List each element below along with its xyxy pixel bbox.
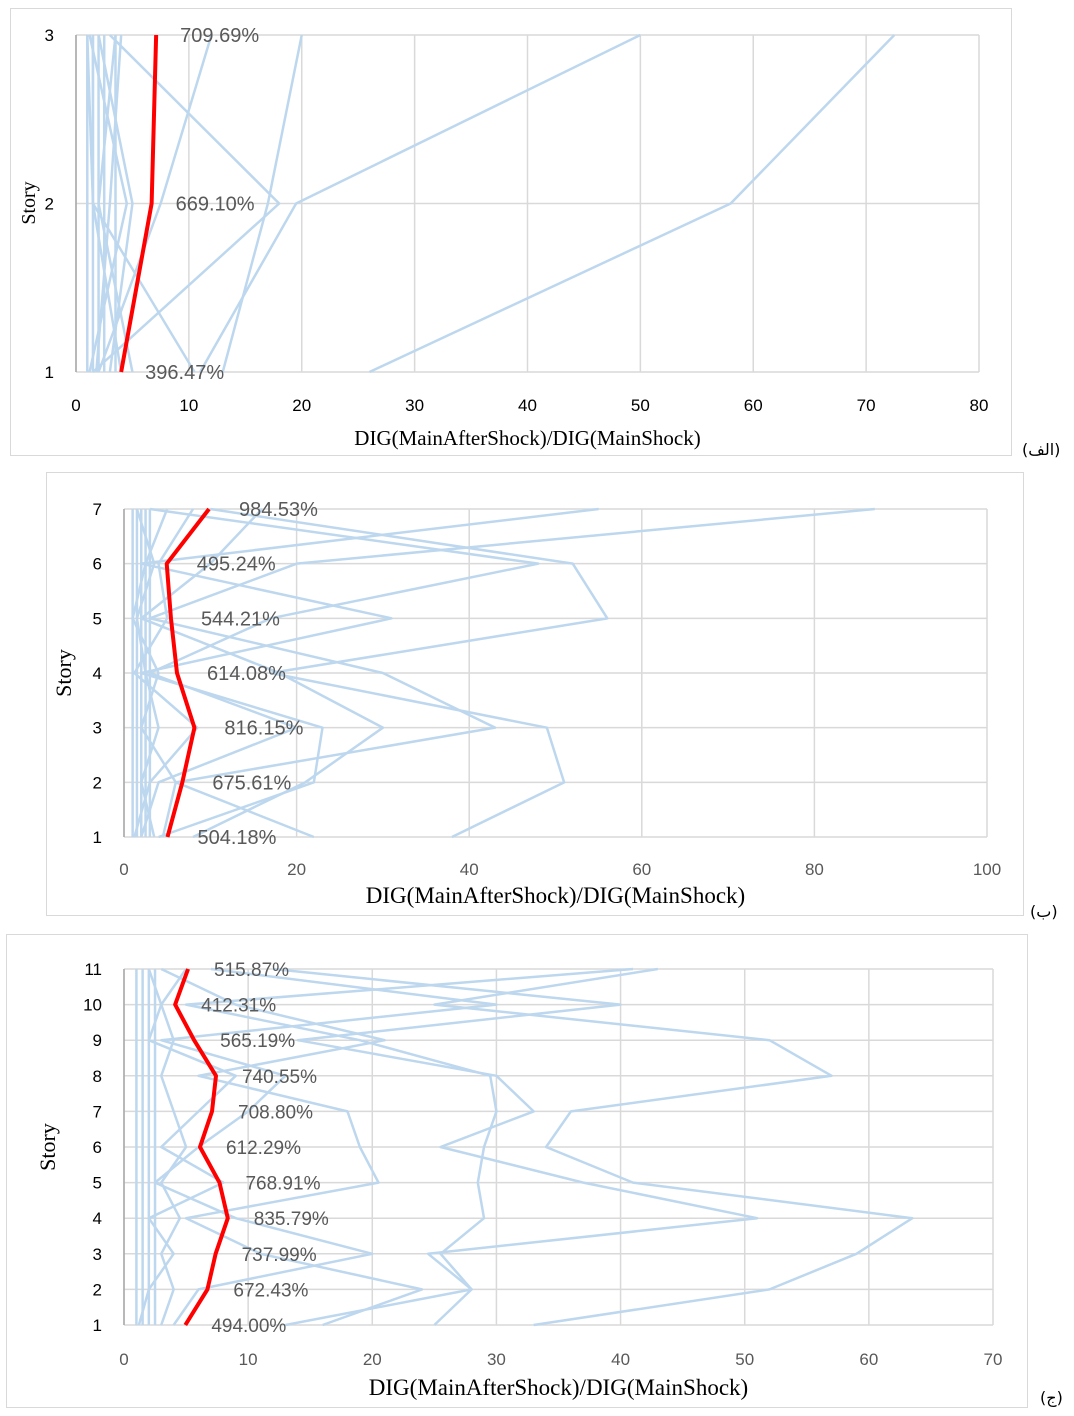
x-tick-label: 0 xyxy=(119,1350,128,1369)
y-tick-label: 7 xyxy=(93,1102,102,1121)
series-line xyxy=(92,34,281,373)
chart-c-svg: 494.00% 672.43% 737.99% 835.79% 768.91% 612.2… xyxy=(35,960,1003,1400)
y-axis-title: Story xyxy=(18,181,40,224)
series-line xyxy=(97,34,213,373)
data-label: 768.91% xyxy=(245,1174,320,1195)
panel-label-b: (ب) xyxy=(1030,902,1058,921)
series-line xyxy=(133,508,199,838)
y-tick-label: 4 xyxy=(93,664,102,683)
series-line xyxy=(131,508,178,838)
x-tick-label: 80 xyxy=(805,860,824,879)
chart-panel-c: 494.00% 672.43% 737.99% 835.79% 768.91% 612.2… xyxy=(6,934,1028,1408)
data-label: 412.31% xyxy=(201,996,276,1017)
data-label: 494.00% xyxy=(211,1316,286,1337)
x-tick-label: 50 xyxy=(735,1350,754,1369)
x-tick-label: 40 xyxy=(460,860,479,879)
chart-b-svg: 504.18% 675.61% 816.15% 614.08% 544.21% 495.2… xyxy=(51,499,1001,908)
y-axis-title: Story xyxy=(51,649,76,697)
x-axis-title: DIG(MainAfterShock)/DIG(MainShock) xyxy=(369,1375,748,1400)
data-label: 504.18% xyxy=(197,827,276,849)
y-tick-label: 3 xyxy=(93,719,102,738)
average-line xyxy=(164,507,211,838)
x-tick-label: 30 xyxy=(487,1350,506,1369)
x-tick-label: 60 xyxy=(632,860,651,879)
y-tick-label: 4 xyxy=(93,1209,102,1228)
x-tick-label: 20 xyxy=(363,1350,382,1369)
y-tick-label: 10 xyxy=(83,996,102,1015)
x-tick-label: 20 xyxy=(292,396,311,415)
y-tick-label: 9 xyxy=(93,1031,102,1050)
data-label: 495.24% xyxy=(197,554,276,576)
data-label: 740.55% xyxy=(242,1067,317,1088)
series-line xyxy=(433,967,914,1327)
series-line xyxy=(368,34,896,374)
series-line xyxy=(140,508,385,839)
x-tick-label: 70 xyxy=(857,396,876,415)
x-tick-label: 0 xyxy=(119,860,128,879)
data-label: 612.29% xyxy=(226,1138,301,1159)
y-tick-label: 1 xyxy=(93,828,102,847)
series-line xyxy=(272,967,759,1326)
series-line xyxy=(199,33,641,373)
data-label: 396.47% xyxy=(145,362,224,384)
data-label: 708.80% xyxy=(238,1102,313,1123)
y-tick-label: 7 xyxy=(93,500,102,519)
average-line xyxy=(173,968,230,1327)
data-label: 984.53% xyxy=(239,499,318,521)
y-tick-label: 2 xyxy=(93,773,102,792)
y-tick-label: 11 xyxy=(84,960,102,979)
chart-panel-a: 396.47% 669.10% 709.69% 0 10 20 30 40 50 60 70 80 1 2… xyxy=(10,8,1012,456)
y-tick-label: 6 xyxy=(93,555,102,574)
series-line xyxy=(95,34,123,373)
x-tick-label: 70 xyxy=(984,1350,1003,1369)
y-axis-title: Story xyxy=(35,1123,60,1171)
y-tick-label: 5 xyxy=(93,1174,102,1193)
data-label: 669.10% xyxy=(176,194,255,216)
x-tick-label: 10 xyxy=(179,396,198,415)
data-label: 672.43% xyxy=(233,1280,308,1301)
data-label: 737.99% xyxy=(242,1245,317,1266)
x-tick-label: 0 xyxy=(71,396,80,415)
x-tick-label: 20 xyxy=(287,860,306,879)
data-label: 544.21% xyxy=(201,608,280,630)
data-label: 515.87% xyxy=(214,960,289,981)
series-line xyxy=(135,508,160,838)
y-tick-label: 6 xyxy=(93,1138,102,1157)
x-axis-title: DIG(MainAfterShock)/DIG(MainShock) xyxy=(366,883,745,908)
x-tick-label: 50 xyxy=(631,396,650,415)
x-tick-label: 30 xyxy=(405,396,424,415)
data-label: 816.15% xyxy=(224,718,303,740)
y-tick-label: 2 xyxy=(93,1280,102,1299)
x-tick-label: 100 xyxy=(973,860,1001,879)
y-tick-label: 5 xyxy=(93,609,102,628)
y-tick-label: 8 xyxy=(93,1067,102,1086)
x-tick-label: 80 xyxy=(970,396,989,415)
series-line xyxy=(97,34,134,373)
average-line xyxy=(119,34,159,373)
data-label: 835.79% xyxy=(254,1209,329,1230)
y-tick-label: 2 xyxy=(45,195,54,214)
chart-a-svg: 396.47% 669.10% 709.69% 0 10 20 30 40 50 60 70 80 1 2… xyxy=(18,25,989,450)
series-line xyxy=(184,967,634,1327)
panel-label-c: (ج) xyxy=(1040,1388,1063,1407)
x-tick-label: 40 xyxy=(611,1350,630,1369)
x-tick-label: 60 xyxy=(859,1350,878,1369)
x-tick-label: 60 xyxy=(744,396,763,415)
data-label: 565.19% xyxy=(220,1031,295,1052)
y-tick-label: 3 xyxy=(45,26,54,45)
x-axis-title: DIG(MainAfterShock)/DIG(MainShock) xyxy=(354,426,700,450)
x-tick-label: 10 xyxy=(239,1350,258,1369)
series-line xyxy=(210,507,609,839)
y-tick-label: 1 xyxy=(93,1316,102,1335)
data-label: 614.08% xyxy=(207,663,286,685)
panel-label-a: (الف) xyxy=(1022,440,1061,459)
data-label: 709.69% xyxy=(180,25,259,47)
chart-panel-b: 504.18% 675.61% 816.15% 614.08% 544.21% 495.2… xyxy=(46,472,1024,916)
y-tick-label: 1 xyxy=(45,363,54,382)
series-line xyxy=(221,34,303,373)
y-tick-label: 3 xyxy=(93,1245,102,1264)
series-line xyxy=(137,968,237,1326)
x-tick-label: 40 xyxy=(518,396,537,415)
data-label: 675.61% xyxy=(212,772,291,794)
